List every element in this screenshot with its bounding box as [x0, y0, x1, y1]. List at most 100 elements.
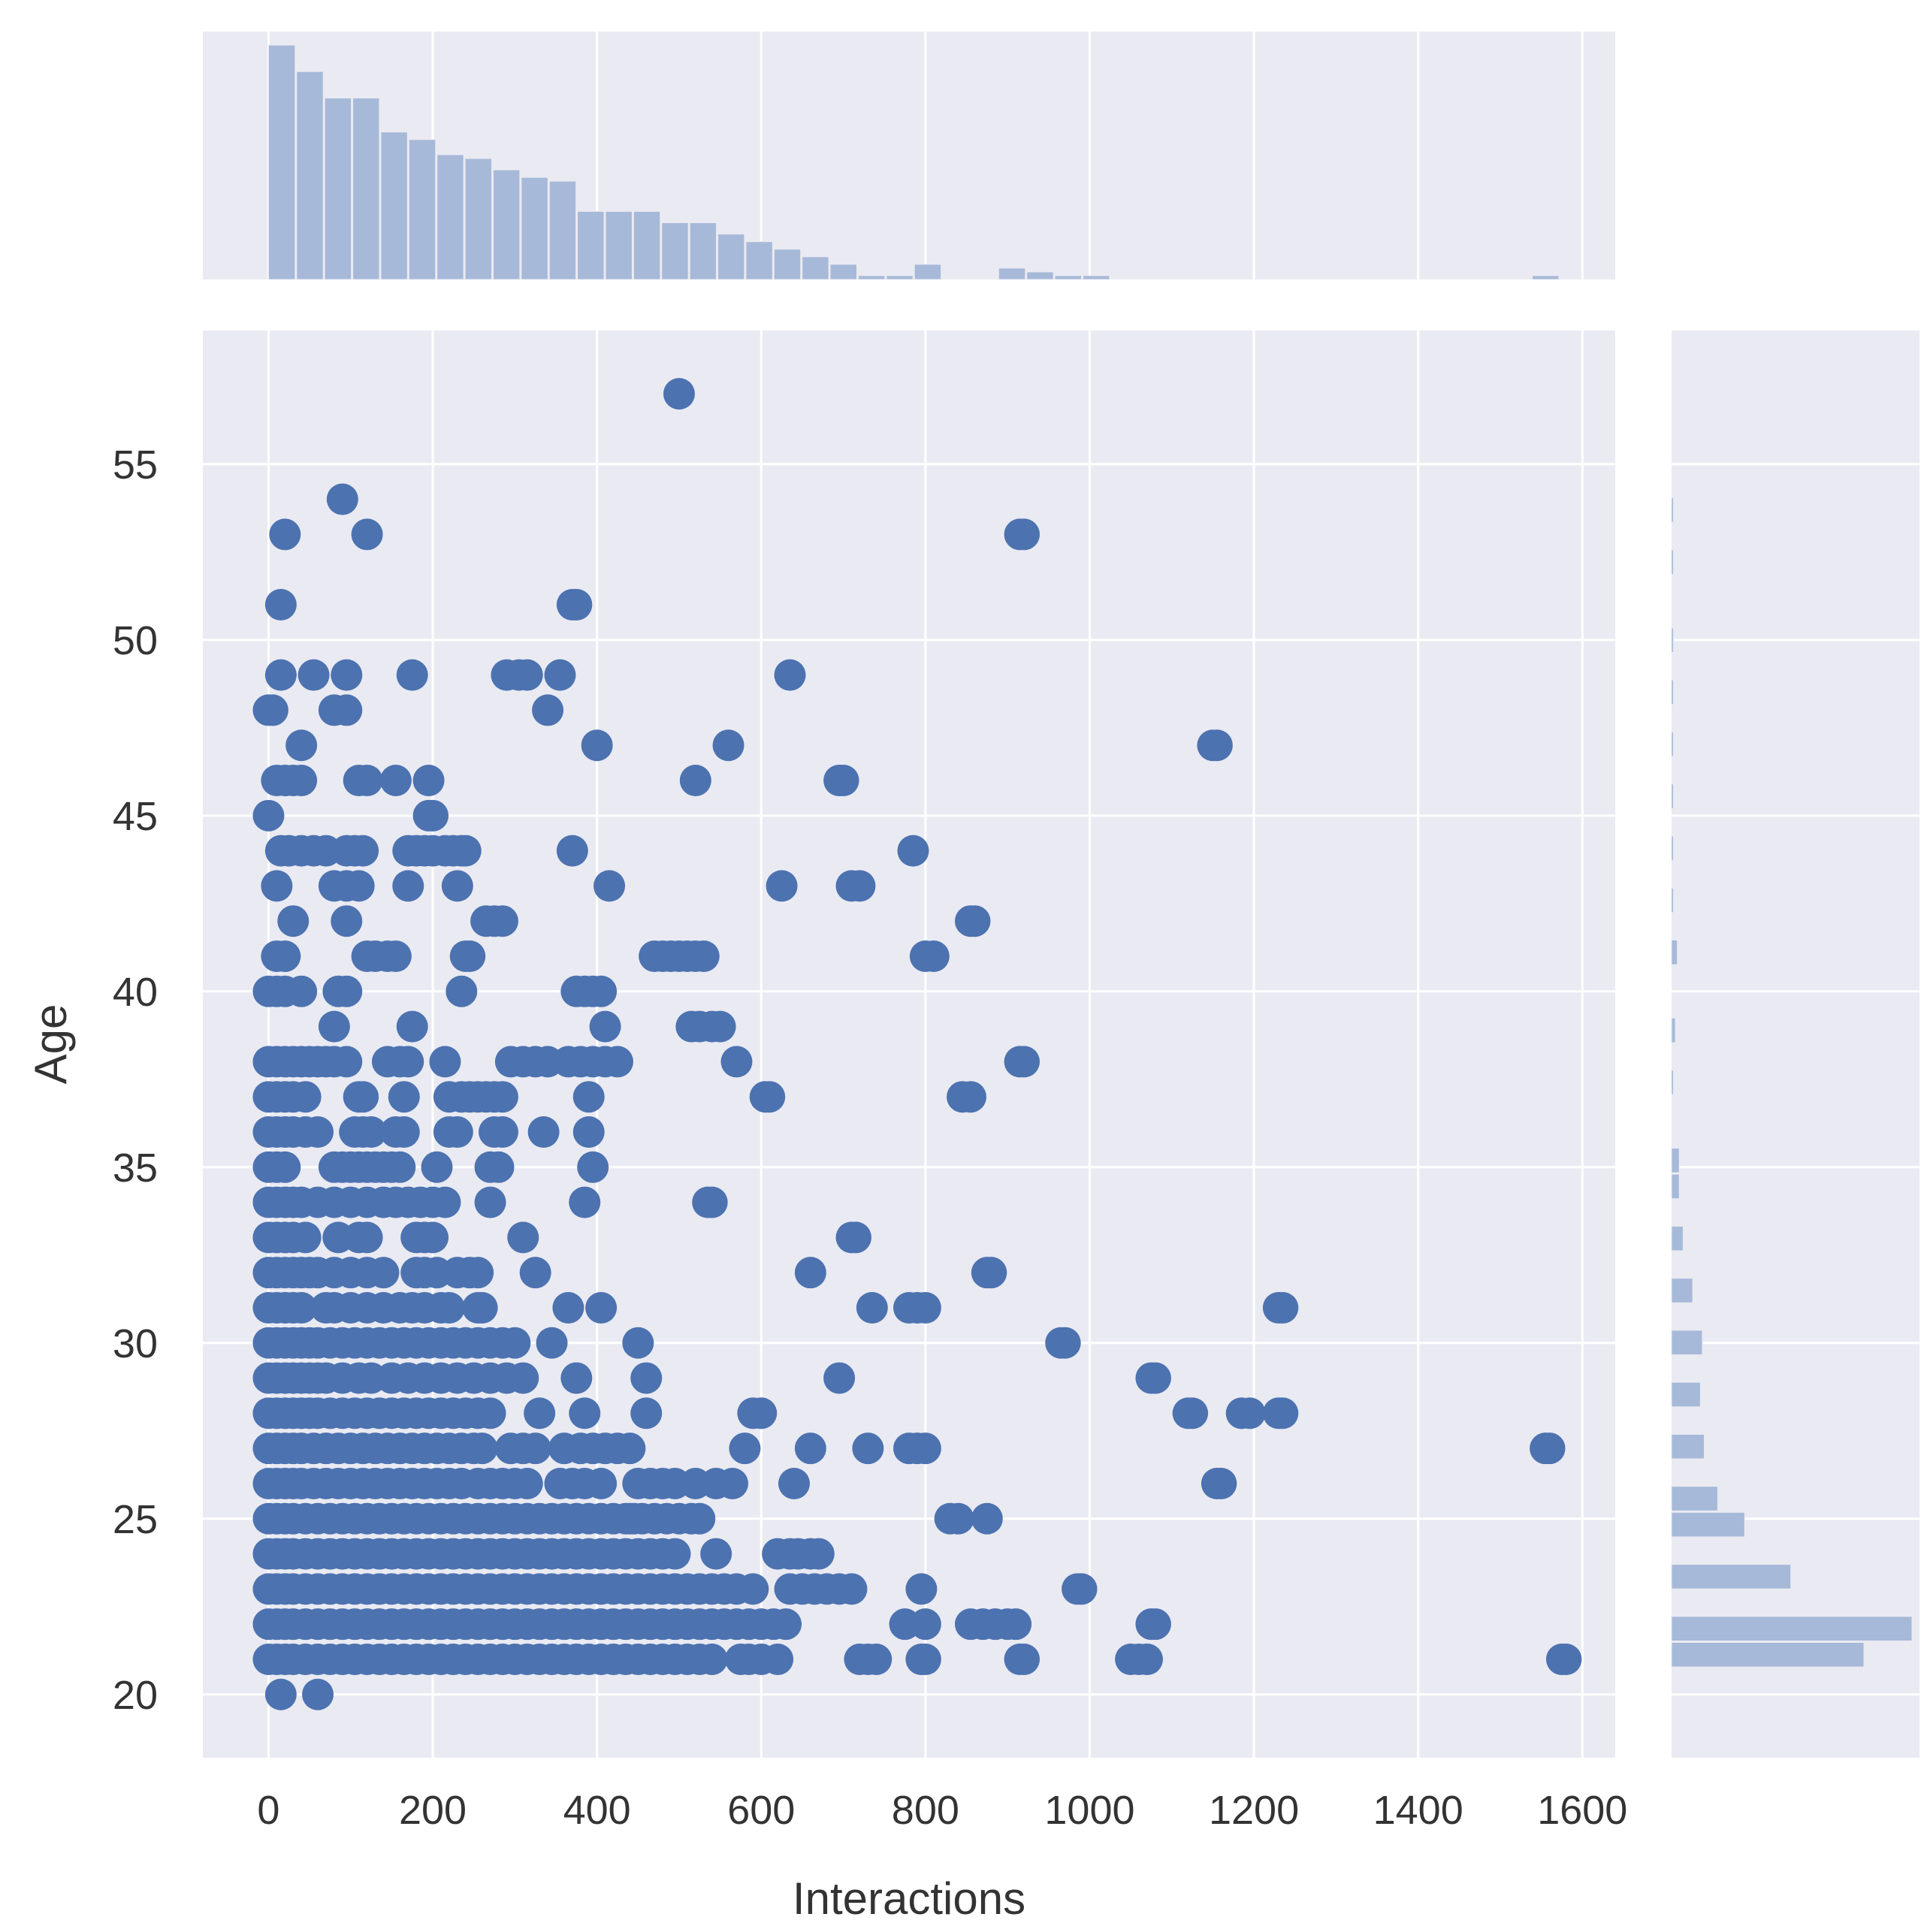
x-histogram-bar: [605, 210, 633, 280]
data-point: [1131, 1643, 1163, 1675]
data-point: [1201, 729, 1233, 762]
data-point: [285, 729, 318, 762]
data-point: [712, 729, 745, 762]
data-point: [264, 589, 297, 621]
x-tick-label: 800: [892, 1788, 959, 1833]
data-point: [392, 870, 424, 902]
x-histogram-bar: [1532, 275, 1560, 280]
data-point: [474, 1186, 506, 1218]
right-marginal-bars: [1671, 497, 1913, 1668]
data-point: [696, 1643, 728, 1675]
data-point: [351, 765, 383, 797]
x-histogram-bar: [773, 249, 802, 280]
data-point: [917, 940, 950, 973]
right-marginal-background: [1672, 331, 1919, 1758]
data-point: [954, 1081, 986, 1113]
data-point: [302, 1115, 334, 1148]
data-point: [684, 1502, 716, 1535]
data-point: [659, 1538, 691, 1570]
x-histogram-bar: [745, 241, 773, 280]
data-point: [585, 1467, 618, 1499]
x-histogram-bar: [914, 264, 942, 280]
x-histogram-bar: [521, 177, 548, 280]
y-histogram-bar: [1671, 1486, 1718, 1511]
data-point: [412, 765, 445, 797]
data-point: [285, 765, 318, 797]
data-point: [417, 1221, 449, 1254]
data-point: [560, 589, 593, 621]
y-histogram-bar: [1671, 497, 1675, 523]
data-point: [388, 1081, 420, 1113]
x-histogram-bar: [352, 97, 380, 280]
data-point: [289, 1221, 322, 1254]
data-point: [256, 694, 288, 726]
y-histogram-bar: [1671, 835, 1675, 862]
data-point: [560, 1362, 593, 1394]
data-point: [1049, 1327, 1081, 1359]
data-point: [1065, 1573, 1098, 1605]
data-point: [429, 1046, 461, 1078]
data-point: [331, 694, 363, 726]
data-point: [754, 1081, 786, 1113]
data-point: [486, 1081, 518, 1113]
data-point: [486, 905, 518, 937]
data-point: [302, 1678, 334, 1710]
y-histogram-bar: [1671, 1148, 1680, 1173]
y-histogram-bar: [1671, 549, 1675, 575]
data-point: [614, 1432, 646, 1465]
y-axis-label: Age: [26, 1004, 76, 1085]
top-marginal-bars: [267, 44, 1560, 280]
data-point: [1139, 1608, 1171, 1641]
x-histogram-bar: [829, 264, 857, 280]
data-point: [630, 1397, 663, 1429]
data-point: [766, 870, 798, 902]
x-histogram-bar: [717, 234, 745, 280]
data-point: [269, 518, 301, 551]
x-tick-label: 1600: [1537, 1788, 1627, 1833]
data-point: [737, 1573, 769, 1605]
data-point: [298, 659, 330, 691]
data-point: [519, 1257, 551, 1289]
data-point: [384, 1151, 416, 1183]
y-tick-label: 55: [113, 442, 158, 488]
data-point: [429, 1186, 461, 1218]
data-point: [778, 1467, 810, 1499]
data-point: [269, 1151, 301, 1183]
data-point: [572, 1081, 605, 1113]
y-tick-label: 45: [113, 794, 158, 839]
data-point: [519, 1432, 551, 1465]
data-point: [909, 1643, 941, 1675]
y-histogram-bar: [1671, 1173, 1680, 1200]
data-point: [774, 659, 806, 691]
x-histogram-bar: [436, 154, 464, 280]
data-point: [762, 1643, 794, 1675]
x-histogram-bar: [857, 275, 886, 280]
y-histogram-bar: [1671, 1642, 1865, 1668]
data-point: [909, 1291, 941, 1324]
data-point: [581, 729, 613, 762]
data-point: [524, 1397, 556, 1429]
x-histogram-bar: [1083, 275, 1110, 280]
data-point: [1267, 1291, 1299, 1324]
y-histogram-bar: [1671, 1564, 1792, 1589]
data-point: [388, 1115, 420, 1148]
data-point: [351, 518, 383, 551]
data-point: [844, 870, 876, 902]
top-marginal-histogram: [203, 32, 1615, 280]
data-point: [417, 799, 449, 832]
x-histogram-bar: [492, 169, 521, 280]
data-point: [379, 765, 412, 797]
y-histogram-bar: [1671, 679, 1675, 705]
data-point: [601, 1046, 633, 1078]
x-histogram-bar: [577, 210, 605, 280]
data-point: [794, 1432, 826, 1465]
x-axis-label: Interactions: [793, 1873, 1025, 1924]
data-point: [433, 1291, 465, 1324]
data-point: [331, 1046, 363, 1078]
data-point: [347, 1081, 379, 1113]
x-histogram-bar: [802, 256, 829, 280]
data-point: [971, 1502, 1003, 1535]
data-point: [326, 483, 358, 515]
main-scatter-plot: 0 200 400 600 800 1000 1200 1400 1600 20 25 30 35 40…: [113, 331, 1627, 1833]
y-histogram-bar: [1671, 627, 1675, 654]
